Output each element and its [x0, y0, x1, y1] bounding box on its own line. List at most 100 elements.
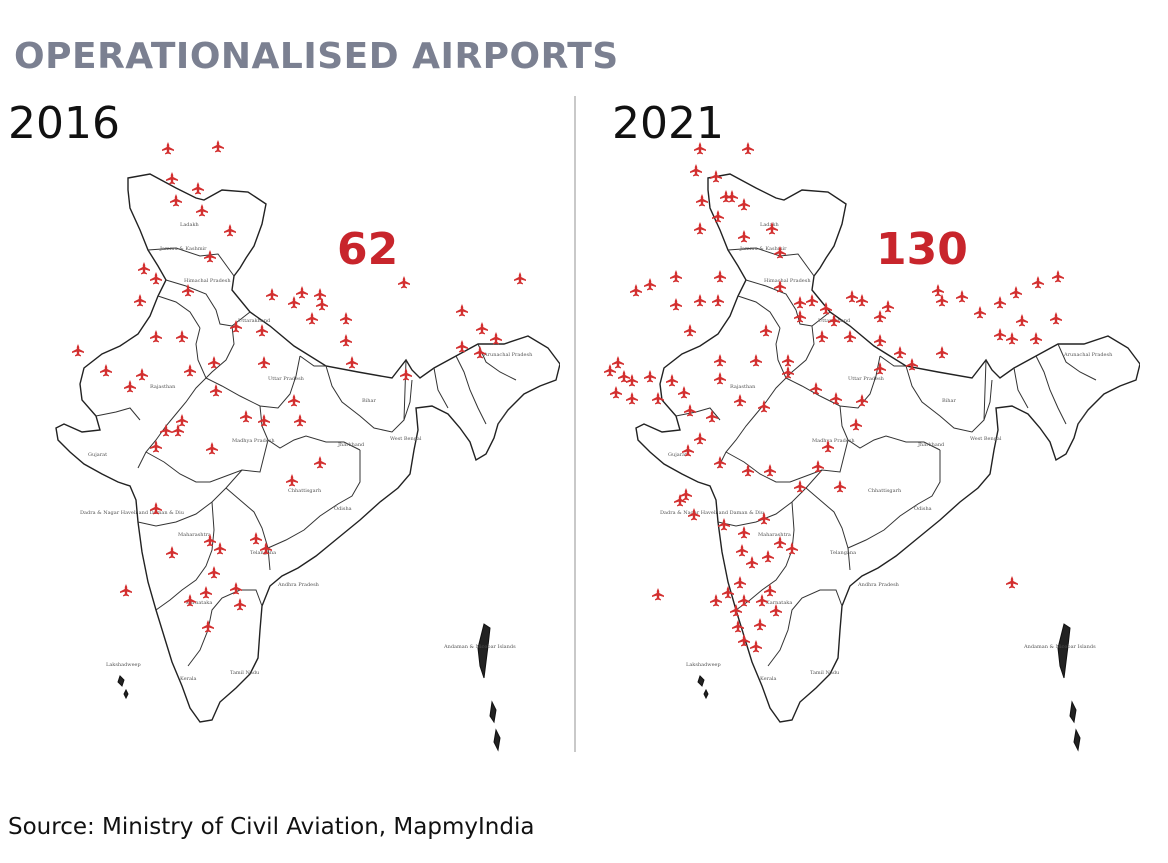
airplane-icon: [994, 296, 1006, 309]
airplane-icon: [456, 304, 468, 317]
airplane-icon: [1016, 314, 1028, 327]
airplane-icon: [746, 556, 758, 569]
airplane-icon: [734, 576, 746, 589]
airplane-icon: [718, 518, 730, 531]
airplane-icon: [722, 586, 734, 599]
airplane-icon: [314, 456, 326, 469]
airplane-icon: [316, 298, 328, 311]
airplane-icon: [754, 618, 766, 631]
state-label: Lakshadweep: [106, 662, 141, 668]
island-shape: [1073, 728, 1081, 752]
state-label: Himachal Pradesh: [184, 278, 231, 284]
airplane-icon: [314, 288, 326, 301]
airplane-icon: [288, 394, 300, 407]
state-border: [137, 327, 207, 469]
state-label: Dadra & Nagar Haveli and Daman & Diu: [660, 510, 765, 516]
airplane-icon: [626, 392, 638, 405]
airplane-icon: [936, 346, 948, 359]
airplane-icon: [234, 598, 246, 611]
airplane-icon: [774, 246, 786, 259]
airplane-icon: [742, 464, 754, 477]
state-label: Ladakh: [180, 222, 200, 228]
state-border: [983, 379, 993, 421]
airplane-icon: [210, 384, 222, 397]
airplane-icon: [400, 368, 412, 381]
island-shape: [489, 700, 497, 724]
airplane-icon: [72, 344, 84, 357]
airplane-icon: [124, 380, 136, 393]
airplane-icon: [932, 284, 944, 297]
state-border: [157, 295, 201, 329]
state-border: [839, 405, 941, 451]
airplane-icon: [694, 432, 706, 445]
airplane-icon: [490, 332, 502, 345]
airplane-icon: [166, 172, 178, 185]
state-label: Jammu & Kashmir: [159, 246, 207, 252]
airplane-icon: [706, 410, 718, 423]
state-border: [737, 295, 781, 329]
airplane-icon: [874, 362, 886, 375]
page-title: OPERATIONALISED AIRPORTS: [14, 36, 619, 77]
airplane-icon: [652, 588, 664, 601]
state-label: Andaman & Nicobar Islands: [443, 644, 516, 650]
airplane-icon: [346, 356, 358, 369]
state-border: [187, 589, 263, 667]
state-border: [735, 501, 795, 611]
airplane-icon: [136, 368, 148, 381]
india-outline-2016: Ladakh Jammu & Kashmir Himachal Pradesh Utt…: [55, 173, 560, 752]
airplane-icon: [690, 164, 702, 177]
state-border: [879, 355, 906, 367]
airplane-icon: [266, 288, 278, 301]
airplane-icon: [770, 604, 782, 617]
airplane-icon: [874, 310, 886, 323]
airplane-icon: [398, 276, 410, 289]
state-label: West Bengal: [390, 436, 422, 442]
state-label: Tamil Nadu: [810, 670, 840, 676]
airplane-icon: [742, 142, 754, 155]
airplane-icon: [738, 230, 750, 243]
airplane-icon: [1006, 576, 1018, 589]
state-label: Tamil Nadu: [230, 670, 260, 676]
airplane-icon: [206, 442, 218, 455]
year-label-2016: 2016: [8, 98, 120, 149]
state-label: Andhra Pradesh: [857, 582, 900, 588]
state-border: [403, 379, 413, 421]
airplane-icon: [120, 584, 132, 597]
airplane-icon: [150, 272, 162, 285]
airplane-icon: [514, 272, 526, 285]
state-label: Karnataka: [766, 600, 792, 606]
airplane-icon: [170, 194, 182, 207]
airplane-icon: [834, 480, 846, 493]
india-map-2021: Ladakh Jammu & Kashmir Himachal Pradesh Utt…: [604, 142, 1140, 752]
airplane-icon: [138, 262, 150, 275]
state-border: [717, 327, 787, 469]
state-label: Uttarakhand: [238, 318, 271, 324]
state-label: Ladakh: [760, 222, 780, 228]
airplane-icon: [612, 356, 624, 369]
airplane-icon: [882, 300, 894, 313]
airplane-icon: [812, 460, 824, 473]
airplane-icon: [208, 356, 220, 369]
state-label: Madhya Pradesh: [812, 438, 855, 444]
country-outline: [55, 173, 560, 723]
airplane-icon: [794, 296, 806, 309]
airport-count-2021: 130: [876, 224, 968, 275]
airplane-icon: [756, 594, 768, 607]
state-border: [1013, 367, 1029, 409]
state-border: [1035, 355, 1067, 425]
airplane-icon: [994, 328, 1006, 341]
airplane-icon: [714, 270, 726, 283]
airplane-icon: [196, 204, 208, 217]
state-border: [205, 355, 301, 409]
state-border: [259, 405, 361, 451]
airplane-icon: [856, 294, 868, 307]
airplane-icon: [714, 354, 726, 367]
state-border: [785, 325, 815, 379]
airplane-icon: [258, 356, 270, 369]
state-label: Karnataka: [186, 600, 212, 606]
airplane-icon: [750, 354, 762, 367]
airplane-icon: [182, 284, 194, 297]
airplane-icon: [224, 224, 236, 237]
airplane-icon: [974, 306, 986, 319]
state-label: Rajasthan: [730, 384, 756, 390]
